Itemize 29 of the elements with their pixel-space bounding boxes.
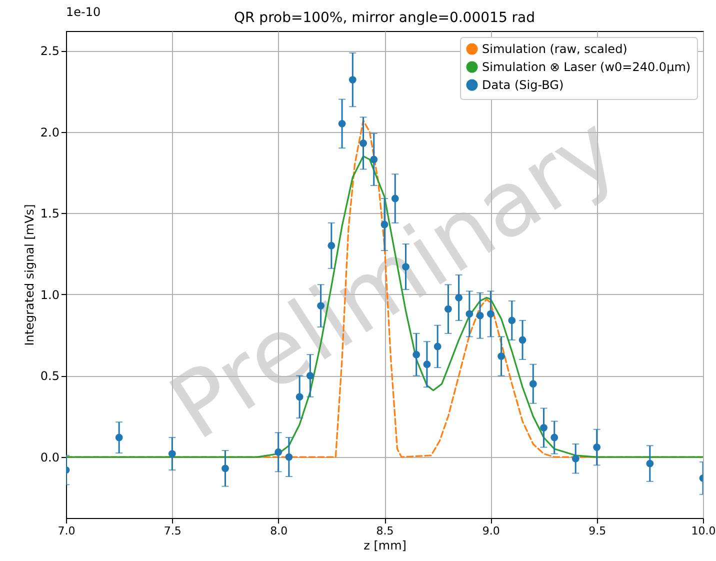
y-tick-label: 2.0	[40, 125, 60, 140]
y-tick-label: 2.5	[40, 44, 60, 58]
point	[348, 76, 356, 84]
text: 1e-10	[66, 5, 101, 19]
x-tick-label: 9.5	[588, 524, 606, 538]
point	[593, 444, 601, 451]
point	[572, 454, 580, 462]
x-tick-label: 8.0	[270, 524, 288, 538]
x-tick-label: 7.0	[58, 524, 76, 538]
y-axis-title: Integrated signal [mVs]	[22, 204, 36, 346]
y-tick-label: 1.5	[40, 206, 60, 221]
y-tick-label: 0.0	[40, 450, 60, 465]
x-tick-label: 10.0	[691, 524, 716, 538]
point	[646, 460, 654, 468]
point	[222, 464, 229, 472]
chart-title: QR prob=100%, mirror angle=0.00015 rad	[234, 10, 536, 26]
point	[274, 448, 282, 456]
x-tick-label: 9.0	[482, 524, 500, 538]
legend-label: Simulation (raw, scaled)	[482, 42, 628, 56]
y-tick-label: 1.0	[40, 288, 60, 302]
point	[168, 450, 176, 458]
x-axis-title: z [mm]	[364, 538, 406, 552]
point	[285, 453, 293, 461]
y-tick-label: 0.5	[40, 369, 60, 384]
legend-label: Data (Sig-BG)	[482, 78, 564, 92]
legend-label: Simulation ⊗ Laser (w0=240.0μm)	[482, 60, 691, 74]
point	[115, 434, 123, 442]
x-tick-label: 8.5	[376, 524, 394, 538]
x-tick-label: 7.5	[164, 524, 182, 538]
